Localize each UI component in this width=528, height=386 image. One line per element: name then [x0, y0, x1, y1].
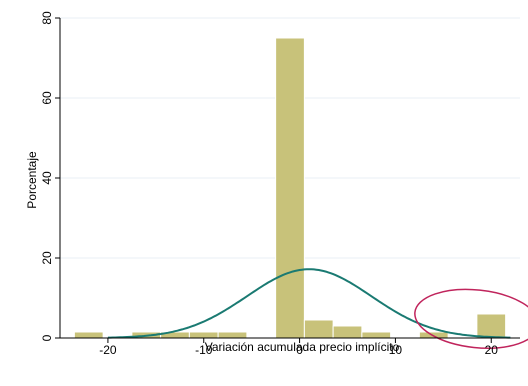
- x-tick-label: -20: [99, 343, 117, 357]
- x-tick-label: 10: [389, 343, 403, 357]
- histogram-bar: [73, 331, 104, 339]
- x-tick-label: -10: [195, 343, 213, 357]
- histogram-bar: [275, 37, 305, 339]
- histogram-bar: [418, 331, 449, 339]
- y-tick-label: 0: [40, 334, 54, 341]
- normal-density-curve: [107, 268, 511, 339]
- x-axis-ticks: -20 -10 0 10 20: [99, 338, 498, 357]
- y-tick-label: 60: [40, 91, 54, 105]
- y-axis-ticks: 0 20 40 60 80: [40, 11, 60, 341]
- histogram-bar: [332, 325, 363, 339]
- histogram-bar: [217, 331, 248, 339]
- y-tick-label: 80: [40, 11, 54, 25]
- x-tick-label: 20: [485, 343, 499, 357]
- histogram-bar: [303, 319, 334, 339]
- histogram-bar: [188, 331, 219, 339]
- x-tick-label: 0: [296, 343, 303, 357]
- histogram-bar: [361, 331, 392, 339]
- highlight-ellipse: [414, 288, 528, 349]
- y-tick-label: 20: [40, 251, 54, 265]
- histogram-bars: [73, 37, 507, 339]
- y-tick-label: 40: [40, 171, 54, 185]
- histogram-bar: [476, 313, 507, 339]
- y-axis-label: Porcentaje: [25, 151, 39, 209]
- x-axis-label: Variación acumulada precio implícito: [205, 340, 400, 354]
